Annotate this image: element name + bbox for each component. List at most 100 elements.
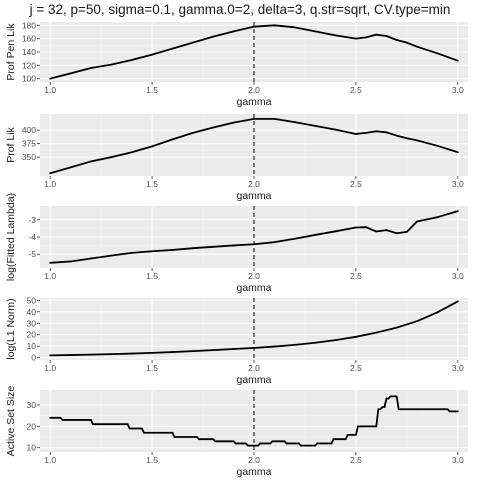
data-point: [110, 156, 113, 159]
data-point: [436, 216, 439, 219]
data-point: [171, 47, 174, 50]
data-point: [454, 410, 457, 413]
data-point: [375, 331, 378, 334]
data-point: [334, 339, 337, 342]
x-tick-label: 1.5: [146, 179, 158, 189]
data-point: [395, 326, 398, 329]
data-point: [299, 444, 302, 447]
data-point: [234, 442, 237, 445]
data-point: [196, 436, 198, 438]
panel-1: 1.0 1.5 2.0 2.5 3.0 100 120 140 160 180 gamma Prof …: [5, 20, 468, 108]
data-point: [198, 438, 200, 441]
data-point: [171, 431, 174, 434]
panel-3: 1.0 1.5 2.0 2.5 3.0 -5 -4 -3 gamma log(Fitted Lam…: [5, 193, 468, 294]
data-point: [365, 131, 367, 134]
data-point: [334, 230, 337, 233]
data-point: [397, 408, 400, 411]
data-point: [90, 419, 92, 421]
data-point: [269, 442, 272, 445]
x-tick-label: 1.5: [146, 271, 158, 281]
y-tick-label: 120: [22, 60, 36, 70]
data-point: [456, 210, 459, 213]
x-tick-label: 1.5: [146, 363, 158, 373]
data-point: [448, 410, 451, 413]
data-point: [383, 406, 386, 409]
x-tick-label: 3.0: [452, 85, 464, 95]
x-tick-label: 3.0: [452, 179, 464, 189]
data-point: [293, 26, 296, 29]
y-axis-title: log(Fitted Lambda): [5, 193, 17, 281]
data-point: [232, 244, 235, 247]
data-point: [293, 237, 296, 240]
data-point: [110, 254, 113, 257]
x-tick-label: 1.0: [44, 271, 56, 281]
y-tick-label: 40: [27, 307, 37, 317]
y-tick-label: 0: [31, 353, 36, 363]
data-point: [191, 131, 194, 134]
data-point: [365, 36, 367, 39]
data-point: [90, 257, 92, 260]
y-axis-title: Active Set Size: [5, 386, 17, 457]
x-tick-label: 2.5: [350, 363, 362, 373]
x-axis-title: gamma: [236, 466, 271, 478]
data-point: [389, 395, 392, 398]
data-point: [257, 444, 259, 447]
data-point: [436, 311, 439, 314]
y-tick-label: 20: [27, 330, 37, 340]
data-point: [212, 349, 215, 352]
data-point: [332, 438, 335, 441]
data-point: [191, 41, 194, 44]
data-point: [375, 230, 378, 233]
data-point: [405, 137, 408, 140]
data-point: [130, 251, 133, 254]
x-tick-label: 2.0: [248, 455, 260, 465]
data-point: [405, 230, 408, 233]
y-tick-label: 160: [22, 34, 36, 44]
data-point: [375, 130, 378, 133]
x-tick-label: 2.0: [248, 85, 260, 95]
data-point: [395, 395, 398, 398]
data-point: [212, 126, 215, 129]
data-point: [69, 72, 72, 75]
x-axis-title: gamma: [236, 190, 271, 202]
data-point: [395, 39, 398, 41]
data-point: [334, 128, 337, 131]
data-point: [416, 220, 418, 223]
data-point: [69, 354, 72, 356]
data-point: [151, 145, 153, 148]
data-point: [246, 444, 249, 447]
data-point: [69, 260, 72, 263]
data-point: [232, 30, 235, 33]
data-point: [316, 442, 319, 445]
data-point: [49, 77, 52, 80]
data-point: [452, 410, 455, 413]
x-tick-label: 1.5: [146, 85, 158, 95]
data-point: [385, 35, 388, 37]
data-point: [293, 343, 296, 346]
y-tick-label: -5: [28, 249, 36, 259]
y-tick-label: 10: [27, 341, 37, 351]
data-point: [355, 133, 357, 135]
data-point: [416, 408, 418, 411]
data-point: [69, 166, 72, 169]
data-point: [61, 419, 64, 421]
data-point: [432, 408, 435, 411]
series-line: [49, 24, 459, 80]
data-point: [346, 433, 349, 436]
data-point: [293, 121, 296, 123]
data-point: [434, 408, 437, 411]
data-point: [377, 408, 380, 411]
data-point: [171, 138, 174, 141]
data-point: [173, 436, 176, 438]
data-point: [273, 24, 276, 27]
data-point: [271, 440, 274, 443]
data-point: [387, 397, 390, 400]
data-point: [365, 226, 367, 229]
data-point: [191, 247, 194, 250]
data-point: [92, 423, 94, 426]
panel-2: 1.0 1.5 2.0 2.5 3.0 350 375 400 gamma Prof Lik: [5, 114, 468, 202]
data-point: [375, 33, 378, 36]
data-point: [359, 425, 361, 428]
data-point: [232, 348, 235, 350]
